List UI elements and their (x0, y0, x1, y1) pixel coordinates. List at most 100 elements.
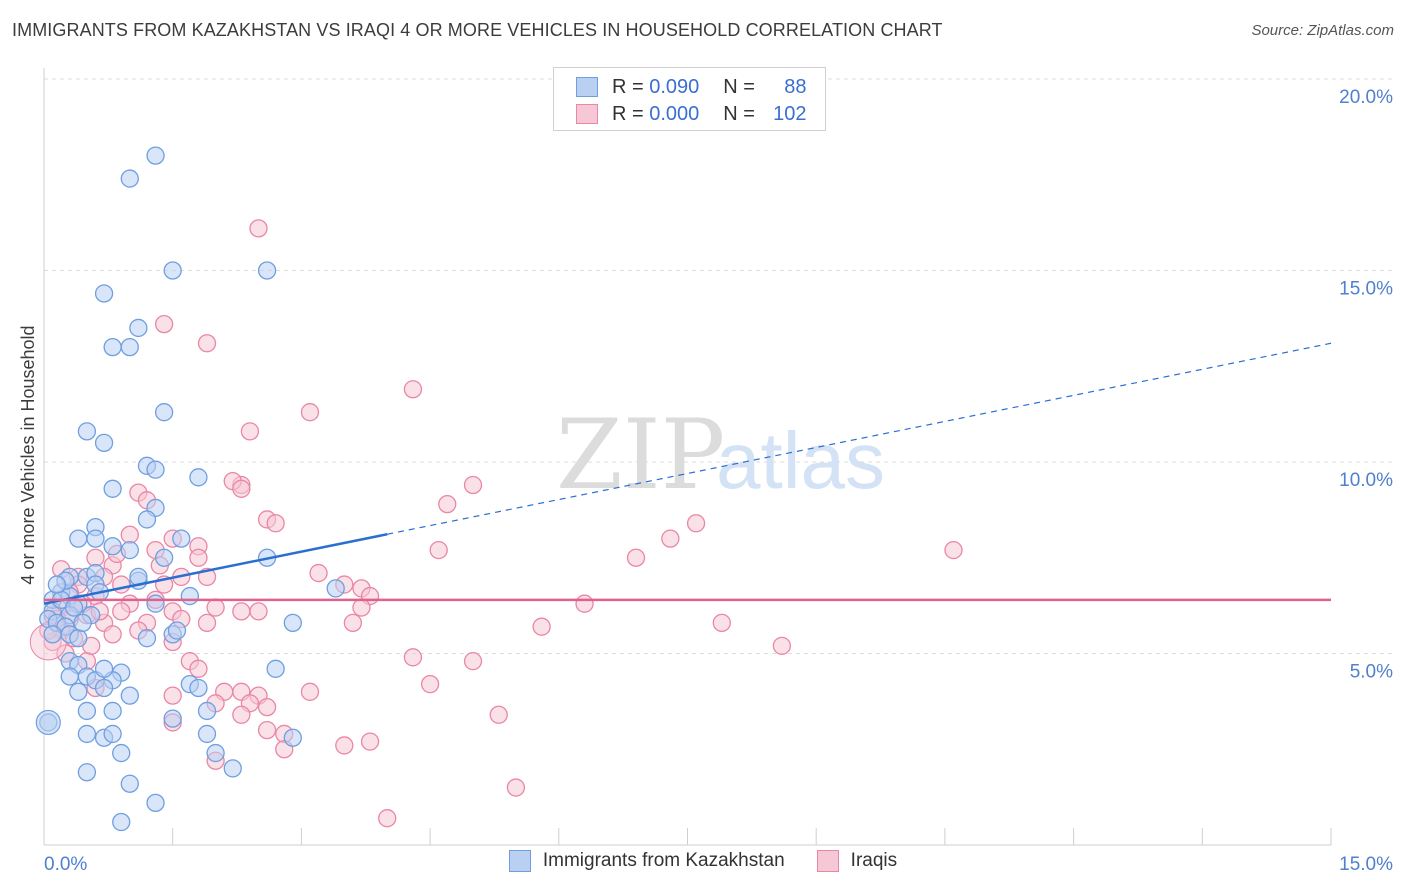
data-point-kazakhstan (103, 537, 122, 556)
legend-swatch-pink (816, 850, 839, 872)
data-point-iraqis (463, 652, 483, 671)
data-point-kazakhstan (189, 678, 208, 698)
series-kazakhstan (35, 146, 345, 832)
data-point-iraqis (686, 514, 706, 533)
data-point-iraqis (300, 682, 320, 701)
legend-label-iraqis: Iraqis (850, 850, 898, 871)
trend-line-kazakhstan-solid (43, 533, 388, 605)
trend-lines (43, 342, 1332, 605)
data-point-iraqis (232, 705, 251, 724)
data-point-kazakhstan (180, 586, 200, 606)
data-point-iraqis (189, 548, 208, 567)
data-point-kazakhstan (163, 261, 182, 280)
data-point-kazakhstan (77, 763, 97, 782)
y-axis-label: 4 or more Vehicles in Household (18, 325, 38, 584)
data-point-iraqis (506, 778, 526, 797)
data-point-kazakhstan (120, 686, 139, 705)
y-tick-label: 10.0% (1339, 470, 1393, 491)
data-point-kazakhstan (189, 468, 208, 487)
data-point-kazakhstan (146, 594, 165, 613)
data-point-kazakhstan (94, 433, 114, 453)
legend-r-label: R = (612, 102, 644, 125)
legend-item-iraqis[interactable]: Iraqis (816, 850, 898, 872)
data-point-kazakhstan (129, 318, 148, 338)
data-point-iraqis (86, 548, 105, 567)
series-legend: Immigrants from Kazakhstan Iraqis (0, 850, 1406, 872)
data-point-iraqis (189, 659, 208, 678)
data-point-kazakhstan (167, 621, 187, 640)
data-point-kazakhstan (73, 613, 92, 633)
data-point-kazakhstan (120, 337, 139, 357)
data-point-iraqis (240, 422, 260, 441)
legend-r-label: R = (612, 75, 644, 98)
data-point-kazakhstan (206, 743, 225, 763)
data-point-kazakhstan (64, 598, 84, 617)
data-point-kazakhstan (146, 793, 165, 813)
series-iraqis (29, 219, 963, 828)
stats-legend: R = 0.090 N = 88 R = 0.000 N = 102 (553, 67, 826, 131)
data-point-kazakhstan (103, 701, 122, 721)
data-point-kazakhstan (283, 613, 302, 633)
data-point-kazakhstan (86, 529, 105, 548)
data-point-kazakhstan (154, 403, 174, 422)
data-point-iraqis (772, 636, 792, 655)
data-point-kazakhstan (146, 460, 165, 479)
data-point-kazakhstan (103, 479, 122, 498)
data-point-kazakhstan (69, 682, 88, 701)
watermark: ZIP atlas (556, 399, 885, 511)
data-point-kazakhstan (146, 146, 165, 165)
data-point-iraqis (197, 334, 217, 353)
data-point-kazakhstan (77, 422, 97, 441)
tick-labels: 5.0% 10.0% 15.0% 20.0% 0.0% 15.0% (44, 87, 1393, 875)
data-point-iraqis (103, 625, 122, 644)
data-point-kazakhstan (223, 759, 242, 778)
legend-r-value-iraqis: 0.000 (649, 102, 700, 125)
legend-r-value-kazakhstan: 0.090 (649, 75, 700, 98)
data-point-iraqis (232, 602, 251, 621)
data-point-kazakhstan (283, 728, 302, 747)
data-point-kazakhstan (266, 659, 285, 678)
data-point-iraqis (249, 602, 268, 621)
data-point-kazakhstan (137, 629, 157, 648)
data-point-iraqis (343, 613, 363, 633)
source-label: Source: ZipAtlas.com (1251, 22, 1394, 39)
legend-swatch-pink (576, 104, 598, 124)
legend-item-kazakhstan[interactable]: Immigrants from Kazakhstan (508, 850, 785, 872)
data-point-iraqis (163, 686, 182, 705)
y-tick-label: 5.0% (1350, 662, 1393, 683)
data-point-iraqis (438, 494, 457, 514)
data-point-kazakhstan (43, 625, 62, 644)
data-point-kazakhstan (94, 284, 114, 303)
data-point-iraqis (352, 598, 371, 617)
data-point-iraqis (197, 613, 217, 633)
data-point-iraqis (532, 617, 551, 636)
legend-label-kazakhstan: Immigrants from Kazakhstan (542, 850, 785, 871)
x-tick-label: 0.0% (44, 854, 87, 875)
data-point-iraqis (378, 809, 397, 828)
data-point-kazakhstan (69, 529, 88, 548)
data-point-iraqis (429, 540, 448, 560)
data-point-kazakhstan (163, 709, 182, 728)
data-point-kazakhstan (35, 709, 61, 736)
legend-n-value-kazakhstan: 88 (784, 75, 807, 98)
data-point-iraqis (575, 594, 594, 613)
data-point-kazakhstan (257, 261, 277, 280)
legend-n-label: N = (723, 75, 755, 98)
watermark-atlas: atlas (716, 416, 885, 505)
data-point-iraqis (420, 674, 440, 694)
y-tick-label: 20.0% (1339, 87, 1393, 108)
data-point-iraqis (403, 380, 423, 399)
watermark-zip: ZIP (556, 399, 725, 511)
data-point-iraqis (300, 403, 320, 422)
data-point-iraqis (335, 736, 354, 755)
data-point-kazakhstan (60, 667, 79, 686)
data-point-kazakhstan (77, 701, 97, 721)
data-point-kazakhstan (69, 629, 88, 648)
data-point-kazakhstan (120, 169, 139, 188)
data-point-iraqis (489, 705, 508, 724)
y-tick-label: 15.0% (1339, 279, 1393, 300)
data-point-iraqis (463, 475, 483, 495)
grid-lines (44, 78, 1392, 654)
data-point-iraqis (661, 529, 680, 548)
